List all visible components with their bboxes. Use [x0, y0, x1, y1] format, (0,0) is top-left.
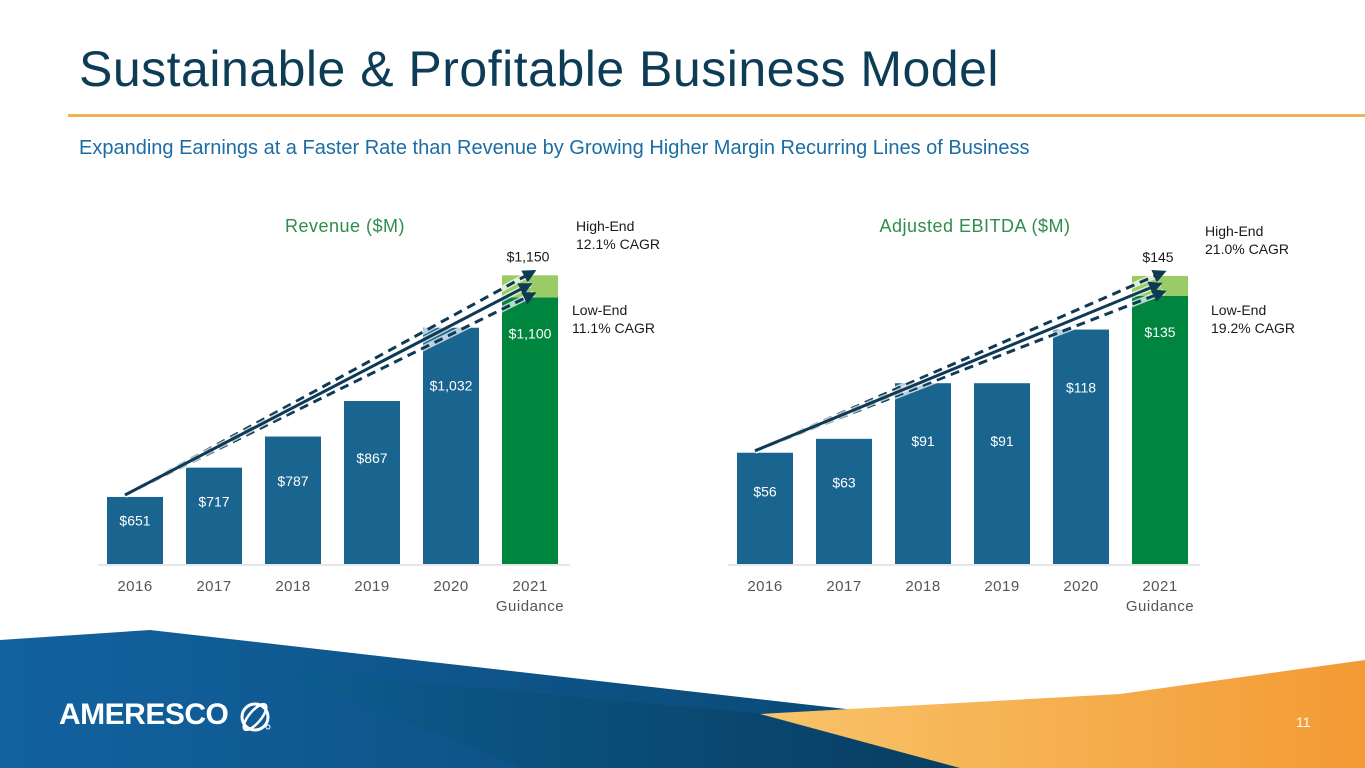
data-label-2020: $1,032 [430, 378, 473, 394]
slide-title: Sustainable & Profitable Business Model [79, 41, 1000, 97]
chart-title: Revenue ($M) [285, 216, 405, 236]
trend-line-mid [124, 283, 533, 497]
data-label-2021: $135 [1144, 324, 1175, 340]
bar-2017 [186, 467, 242, 564]
bar-2018 [265, 436, 321, 564]
bar-2016 [107, 496, 163, 564]
annotation-high-end: 12.1% CAGR [576, 236, 660, 252]
annotation-high-end: 21.0% CAGR [1205, 241, 1289, 257]
x-tick-2020: 2020 [433, 578, 468, 595]
bar-2017 [816, 438, 872, 564]
bar-2018 [895, 383, 951, 564]
bar-2020 [1053, 329, 1109, 564]
annotation-high-end: High-End [576, 218, 634, 234]
page-number: 11 [1296, 714, 1311, 730]
data-label-2016: $651 [119, 512, 150, 528]
bar-2016 [737, 452, 793, 564]
slide-subtitle: Expanding Earnings at a Faster Rate than… [79, 137, 1030, 159]
company-logo: AMERESCO [59, 698, 229, 731]
trend-line-mid [754, 281, 1163, 453]
ebitda-chart: Adjusted EBITDA ($M) $56 $63 $91 $91 $118 $135… [728, 216, 1295, 615]
data-label-2019: $867 [356, 450, 387, 466]
x-tick-2016: 2016 [747, 578, 782, 595]
title-divider [68, 114, 1365, 117]
x-tick-sublabel: Guidance [1126, 598, 1194, 615]
x-tick-2017: 2017 [196, 578, 231, 595]
bar-2019 [344, 401, 400, 564]
x-tick-2019: 2019 [354, 578, 389, 595]
data-label-2021: $1,100 [509, 326, 552, 342]
chart-title: Adjusted EBITDA ($M) [879, 216, 1070, 236]
x-tick-2020: 2020 [1063, 578, 1098, 595]
revenue-chart: Revenue ($M) $651 $717 $787 $867 $1,032 $1,100… [98, 216, 660, 615]
data-label-2016: $56 [753, 484, 777, 500]
annotation-low-end: 19.2% CAGR [1211, 320, 1295, 336]
x-tick-2016: 2016 [117, 578, 152, 595]
bar-2019 [974, 383, 1030, 564]
data-label-2018: $91 [911, 433, 935, 449]
data-label-2017: $717 [198, 493, 229, 509]
annotation-low-end: Low-End [572, 302, 627, 318]
x-tick-2021: 2021 [512, 578, 547, 595]
x-tick-2018: 2018 [275, 578, 310, 595]
x-tick-2017: 2017 [826, 578, 861, 595]
annotation-low-end: Low-End [1211, 302, 1266, 318]
footer-band [0, 630, 1365, 768]
bar-2020 [423, 327, 479, 564]
logo-globe-icon [240, 702, 271, 732]
data-label-2019: $91 [990, 433, 1014, 449]
guidance-high-label: $145 [1142, 249, 1173, 265]
x-tick-2019: 2019 [984, 578, 1019, 595]
x-tick-2018: 2018 [905, 578, 940, 595]
data-label-2020: $118 [1066, 380, 1096, 396]
guidance-high-label: $1,150 [507, 248, 550, 264]
data-label-2018: $787 [277, 473, 308, 489]
annotation-high-end: High-End [1205, 223, 1263, 239]
trend-line-low-end [754, 289, 1167, 453]
bar-2021 [502, 297, 558, 564]
x-tick-sublabel: Guidance [496, 598, 564, 615]
annotation-low-end: 11.1% CAGR [572, 320, 655, 336]
x-tick-2021: 2021 [1142, 578, 1177, 595]
bar-2021 [1132, 295, 1188, 564]
data-label-2017: $63 [832, 475, 856, 491]
